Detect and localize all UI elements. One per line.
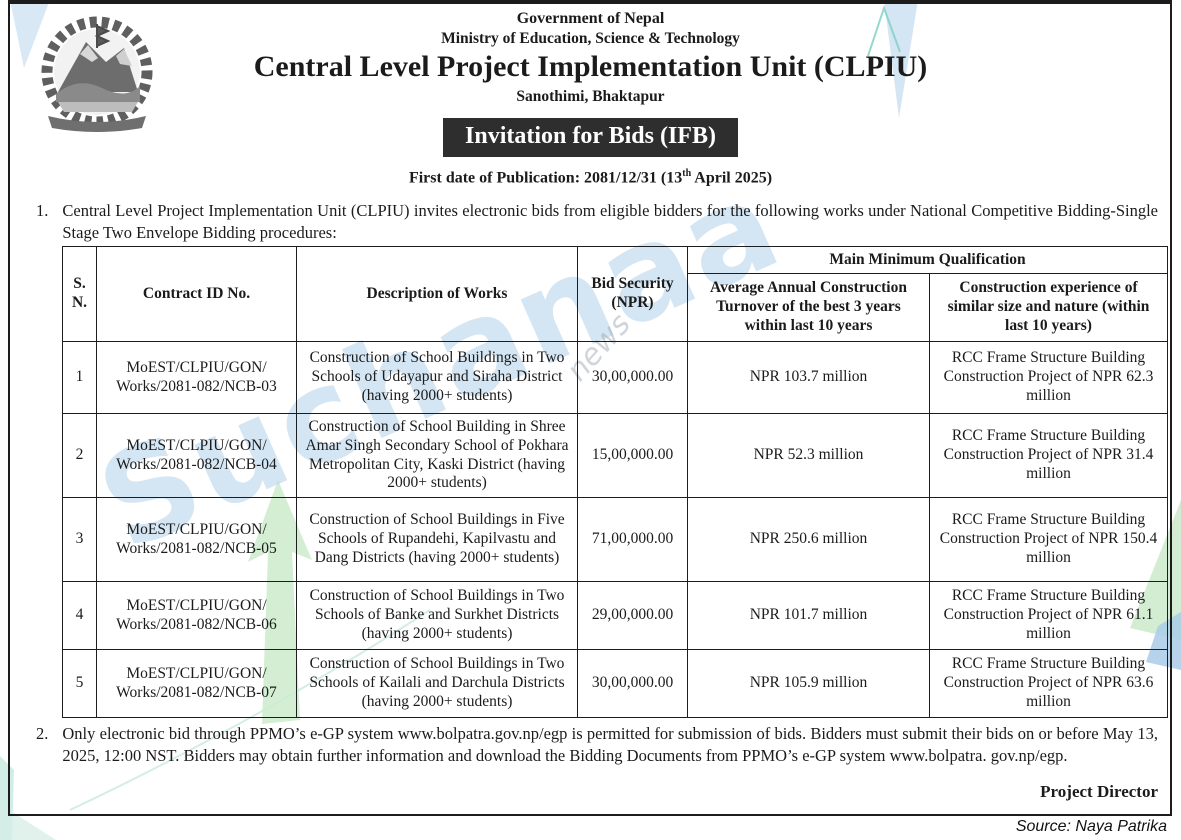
intro-paragraph: 1. Central Level Project Implementation … [36,200,1158,244]
address-line: Sanothimi, Bhaktapur [516,88,665,105]
cell-bid-security: 29,00,000.00 [577,581,688,650]
cell-description: Construction of School Buildings in Two … [296,341,578,414]
cell-turnover: NPR 105.9 million [687,649,930,718]
cell-description: Construction of School Building in Shree… [296,413,578,498]
coat-of-arms-icon [41,16,153,132]
government-line: Government of Nepal [516,10,665,27]
publication-suffix: April 2025) [691,169,773,187]
cell-bid-security: 71,00,000.00 [577,497,688,582]
terms-paragraph: 2. Only electronic bid through PPMO’s e-… [36,723,1158,767]
cell-sn: 5 [62,649,97,718]
bids-table: S. N. Contract ID No. Description of Wor… [62,246,1168,718]
cell-sn: 2 [62,413,97,498]
cell-turnover: NPR 103.7 million [687,341,930,414]
intro-text: Central Level Project Implementation Uni… [62,201,1158,242]
cell-sn: 4 [62,581,97,650]
header-main-qualification: Main Minimum Qualification [687,246,1168,274]
source-credit: Source: Naya Patrika [1015,818,1167,835]
header-experience: Construction experience of similar size … [929,273,1168,342]
intro-number: 1. [36,201,49,220]
cell-experience: RCC Frame Structure Building Constructio… [929,649,1168,718]
signature-line: Project Director [1040,782,1158,801]
header-description: Description of Works [296,246,578,342]
cell-description: Construction of School Buildings in Two … [296,581,578,650]
cell-contract-id: MoEST/CLPIU/GON/ Works/2081-082/NCB-03 [96,341,297,414]
document-border [8,0,1172,816]
cell-contract-id: MoEST/CLPIU/GON/ Works/2081-082/NCB-06 [96,581,297,650]
notice-title-row: Invitation for Bids (IFB) [0,118,1181,168]
cell-turnover: NPR 250.6 million [687,497,930,582]
document-header: Government of Nepal Ministry of Educatio… [0,6,1181,187]
table-row: 5 MoEST/CLPIU/GON/ Works/2081-082/NCB-07… [62,649,1168,718]
cell-sn: 1 [62,341,97,414]
publication-prefix: First date of Publication: 2081/12/31 (1… [408,169,683,187]
header-contract-id: Contract ID No. [96,246,297,342]
publication-ordinal: th [682,168,692,179]
cell-turnover: NPR 101.7 million [687,581,930,650]
table-row: 2 MoEST/CLPIU/GON/ Works/2081-082/NCB-04… [62,413,1168,498]
cell-bid-security: 30,00,000.00 [577,649,688,718]
cell-contract-id: MoEST/CLPIU/GON/ Works/2081-082/NCB-05 [96,497,297,582]
terms-number: 2. [36,724,49,743]
cell-bid-security: 30,00,000.00 [577,341,688,414]
ministry-line: Ministry of Education, Science & Technol… [441,30,740,47]
cell-experience: RCC Frame Structure Building Constructio… [929,341,1168,414]
table-row: 3 MoEST/CLPIU/GON/ Works/2081-082/NCB-05… [62,497,1168,582]
header-turnover: Average Annual Construction Turnover of … [687,273,930,342]
terms-text: Only electronic bid through PPMO’s e-GP … [62,724,1158,765]
unit-title: Central Level Project Implementation Uni… [253,50,928,83]
cell-bid-security: 15,00,000.00 [577,413,688,498]
table-row: 1 MoEST/CLPIU/GON/ Works/2081-082/NCB-03… [62,341,1168,414]
cell-turnover: NPR 52.3 million [687,413,930,498]
header-bid-security: Bid Security (NPR) [577,246,688,342]
nepal-government-emblem [28,14,166,139]
cell-description: Construction of School Buildings in Two … [296,649,578,718]
cell-experience: RCC Frame Structure Building Constructio… [929,497,1168,582]
publication-date-line: First date of Publication: 2081/12/31 (1… [0,168,1181,187]
cell-experience: RCC Frame Structure Building Constructio… [929,413,1168,498]
invitation-banner: Invitation for Bids (IFB) [443,118,738,157]
header-sn: S. N. [62,246,97,342]
cell-description: Construction of School Buildings in Five… [296,497,578,582]
table-row: 4 MoEST/CLPIU/GON/ Works/2081-082/NCB-06… [62,581,1168,650]
cell-contract-id: MoEST/CLPIU/GON/ Works/2081-082/NCB-07 [96,649,297,718]
cell-contract-id: MoEST/CLPIU/GON/ Works/2081-082/NCB-04 [96,413,297,498]
cell-experience: RCC Frame Structure Building Constructio… [929,581,1168,650]
cell-sn: 3 [62,497,97,582]
